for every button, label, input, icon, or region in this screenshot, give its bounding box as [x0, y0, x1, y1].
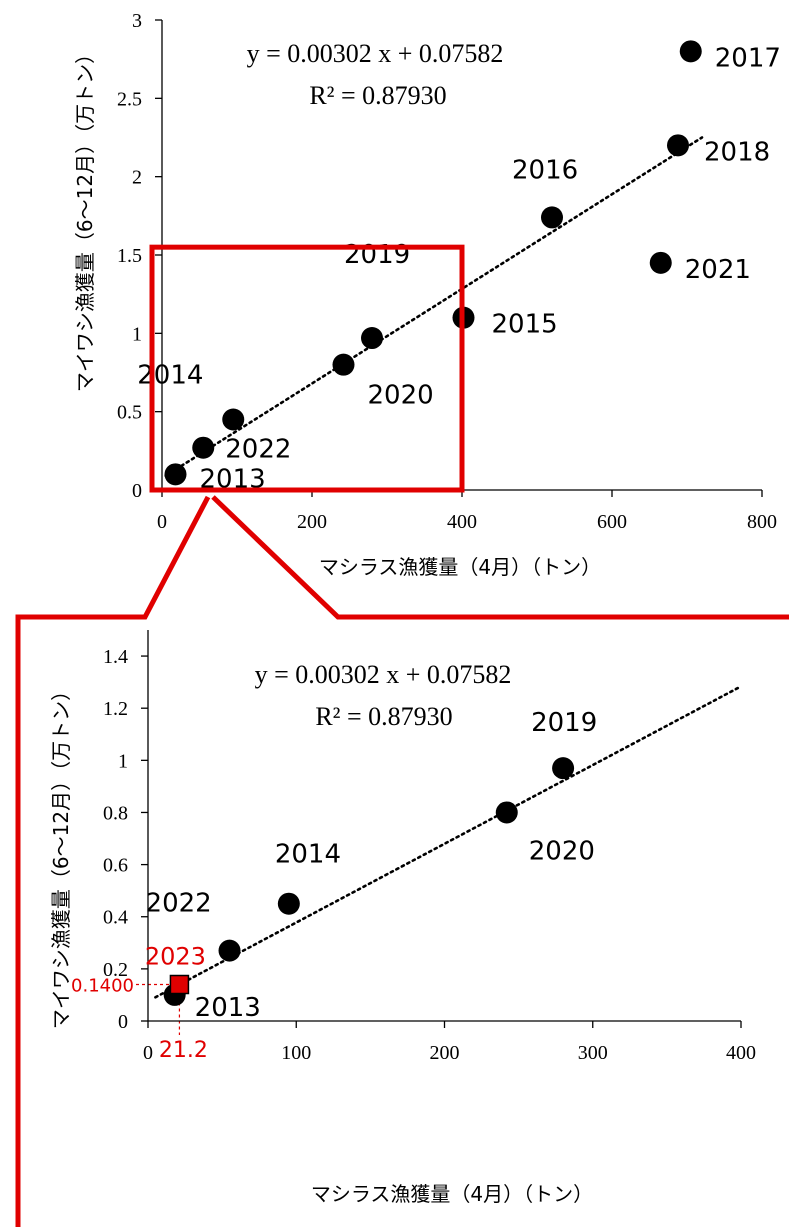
x-tick-label: 200 [297, 511, 327, 533]
x-tick-label: 400 [726, 1042, 756, 1064]
y-tick-label: 3 [132, 10, 142, 32]
point-label-2019: 2019 [531, 708, 597, 738]
r-squared-label: R² = 0.87930 [315, 702, 452, 731]
data-point-2020 [332, 353, 355, 376]
data-point-2014 [277, 892, 300, 915]
point-label-2022: 2022 [225, 435, 291, 465]
y-tick-label: 1 [132, 323, 142, 345]
y-tick-label: 0.6 [103, 855, 128, 877]
data-point-2016 [541, 206, 563, 229]
x-axis-title: マシラス漁獲量（4月）（トン） [311, 1182, 593, 1206]
point-label-2020: 2020 [529, 836, 595, 866]
data-point-2022 [192, 436, 215, 459]
data-points [164, 40, 702, 486]
x-tick-labels: 0 200 400 600 800 [157, 511, 777, 533]
x-axis-title: マシラス漁獲量（4月）（トン） [319, 555, 601, 579]
point-label-2020: 2020 [368, 381, 434, 411]
x-tick-label: 800 [747, 511, 777, 533]
y-tick-label: 0 [132, 480, 142, 502]
trendline [164, 136, 704, 478]
y-tick-label: 0.8 [103, 802, 128, 824]
point-label-2015: 2015 [492, 310, 558, 340]
point-label-2022: 2022 [146, 889, 212, 919]
prediction-y-value: 0.1400 [71, 976, 134, 997]
zoom-connector [15, 495, 789, 1227]
point-label-2014: 2014 [275, 840, 341, 870]
data-point-2013 [164, 463, 187, 486]
x-tick-label: 0 [157, 511, 167, 533]
data-point-2022 [218, 939, 241, 962]
point-label-2014: 2014 [137, 361, 203, 391]
data-point-2019 [361, 327, 383, 350]
y-tick-label: 0.5 [117, 402, 142, 424]
prediction-x-value: 21.2 [159, 1038, 208, 1063]
y-tick-label: 1 [118, 750, 128, 772]
y-tick-label: 2 [132, 167, 142, 189]
y-tick-label: 0 [118, 1011, 128, 1033]
point-labels: 2013 2022 2014 2020 2019 [146, 708, 598, 1023]
x-tick-label: 600 [597, 511, 627, 533]
data-point-2021 [649, 251, 672, 274]
y-tick-label: 0.4 [103, 907, 128, 929]
y-tick-label: 1.2 [103, 698, 128, 720]
point-label-2021: 2021 [685, 255, 751, 285]
equation-label: y = 0.00302 x + 0.07582 [247, 39, 504, 68]
x-tick-label: 300 [578, 1042, 608, 1064]
y-tick-label: 0.2 [103, 959, 128, 981]
y-tick-labels: 0 0.5 1 1.5 2 2.5 3 [117, 10, 142, 502]
equation-label: y = 0.00302 x + 0.07582 [255, 660, 512, 689]
zoomed-scatter-chart: 0 100 200 300 400 00.20.40.60.811.21.4 20132… [49, 630, 756, 1206]
trendline-line [164, 136, 704, 478]
y-tick-label: 1.5 [117, 245, 142, 267]
y-tick-labels: 0 0.2 0.4 0.6 0.8 1 1.2 1.4 [103, 646, 128, 1033]
y-tick-label: 1.4 [103, 646, 128, 668]
point-label-2017: 2017 [715, 43, 781, 73]
data-point-2019 [552, 757, 575, 780]
data-point-2020 [495, 801, 518, 824]
point-label-2019: 2019 [344, 240, 410, 270]
main-scatter-chart: 0 200 400 600 800 0 0.5 1 1.5 2 2.5 3 2 0 1 3 2022 2014… [73, 10, 781, 579]
y-tick-label: 2.5 [117, 88, 142, 110]
x-tick-label: 100 [281, 1042, 311, 1064]
point-label-2016: 2016 [512, 155, 578, 185]
x-tick-label: 0 [143, 1042, 153, 1064]
axes [141, 630, 742, 1028]
data-point-2018 [667, 134, 689, 157]
point-label-2013: 2013 [195, 993, 261, 1023]
y-axis-title: マイワシ漁獲量（6〜12月）（万トン） [73, 44, 97, 392]
x-tick-labels: 0 100 200 300 400 [143, 1042, 756, 1064]
x-tick-label: 400 [447, 511, 477, 533]
data-points [163, 757, 575, 1006]
trendline [154, 685, 743, 999]
prediction-marker [169, 974, 190, 995]
zoom-region-box [149, 244, 465, 493]
point-label-2018: 2018 [704, 137, 770, 167]
y-axis-title: マイワシ漁獲量（6〜12月）（万トン） [49, 681, 73, 1029]
r-squared-label: R² = 0.87930 [309, 81, 446, 110]
prediction-year-label: 2023 [145, 943, 206, 971]
x-tick-label: 200 [430, 1042, 460, 1064]
data-point-2014 [222, 408, 245, 431]
data-point-2017 [679, 40, 702, 63]
trendline-line [154, 685, 743, 999]
